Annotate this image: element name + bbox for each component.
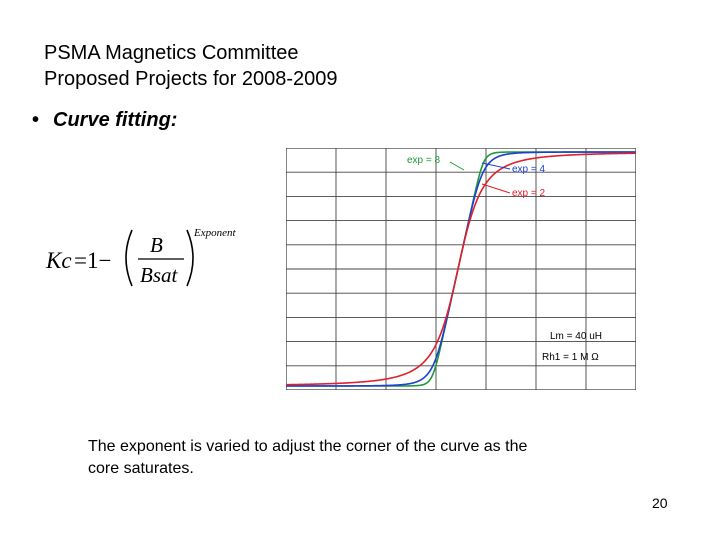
title-line-2: Proposed Projects for 2008-2009 [44, 68, 338, 90]
exponent-formula: Kc =1− B Bsat Exponent [45, 227, 236, 287]
slide-caption: The exponent is varied to adjust the cor… [88, 436, 608, 480]
left-paren [125, 229, 133, 287]
right-paren [186, 229, 194, 287]
legend-label-exp-4: exp = 4 [512, 164, 546, 175]
caption-line-1: The exponent is varied to adjust the cor… [88, 438, 528, 455]
title-line-1: PSMA Magnetics Committee [44, 42, 299, 64]
grid [286, 148, 636, 390]
legend-arrow-exp-4 [481, 162, 511, 170]
formula-equals-one-minus: =1− [74, 248, 111, 273]
caption-line-2: core saturates. [88, 460, 194, 477]
slide-title: PSMA Magnetics Committee Proposed Projec… [44, 40, 544, 92]
legend-label-exp-2: exp = 2 [512, 188, 546, 199]
formula-numerator: B [150, 233, 163, 257]
formula-exponent: Exponent [193, 227, 236, 239]
page-number: 20 [652, 495, 668, 511]
legend-label-exp-8: exp = 8 [407, 155, 441, 166]
bh-curve-chart: exp = 8 exp = 4 exp = 2 Lm = 40 uH Rh1 =… [286, 148, 636, 390]
annotation-rh1: Rh1 = 1 M Ω [542, 352, 599, 363]
formula-denominator: Bsat [140, 263, 179, 287]
curve-exp-2 [286, 152, 636, 386]
curves [286, 151, 636, 387]
annotation-lm: Lm = 40 uH [550, 331, 602, 342]
bullet-item: • Curve fitting: [32, 109, 177, 132]
legend-arrow-exp-2 [481, 183, 511, 194]
bullet-text: Curve fitting: [53, 109, 178, 131]
legend-arrow-exp-8 [449, 161, 465, 171]
bullet-marker: • [32, 109, 40, 131]
formula-lhs: Kc [45, 248, 72, 273]
